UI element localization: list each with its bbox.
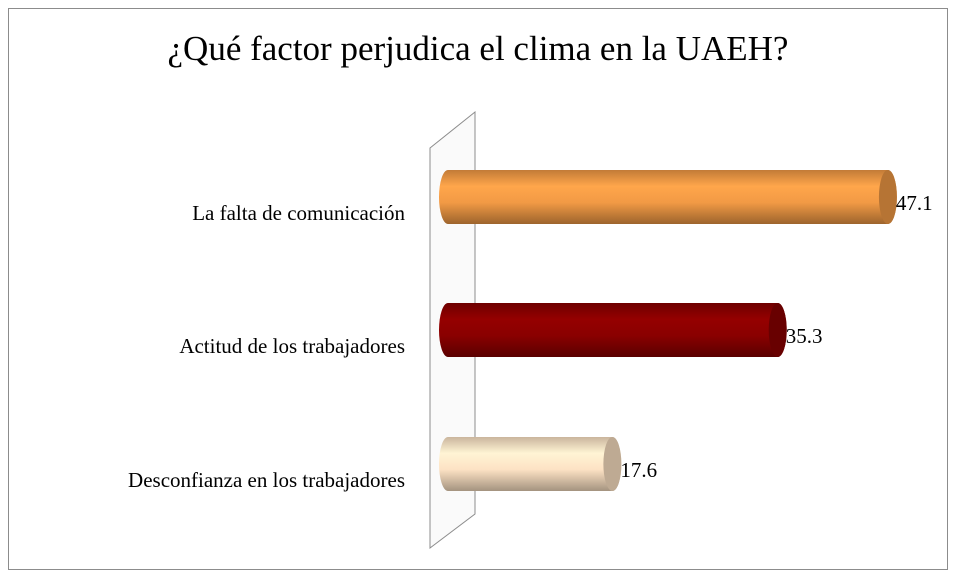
bar-cap: [603, 437, 622, 491]
bar-cap: [878, 170, 897, 224]
y-tick-label: Desconfianza en los trabajadores: [128, 468, 405, 492]
bar: [439, 303, 787, 357]
value-label: 17.6: [620, 458, 657, 482]
value-label: 35.3: [786, 324, 823, 348]
bar: [439, 437, 622, 491]
chart-title: ¿Qué factor perjudica el clima en la UAE…: [168, 29, 789, 68]
y-tick-label: La falta de comunicación: [192, 201, 405, 225]
y-tick-label: Actitud de los trabajadores: [179, 334, 405, 358]
value-label: 47.1: [896, 191, 933, 215]
bar: [439, 170, 897, 224]
bar-cap: [768, 303, 787, 357]
